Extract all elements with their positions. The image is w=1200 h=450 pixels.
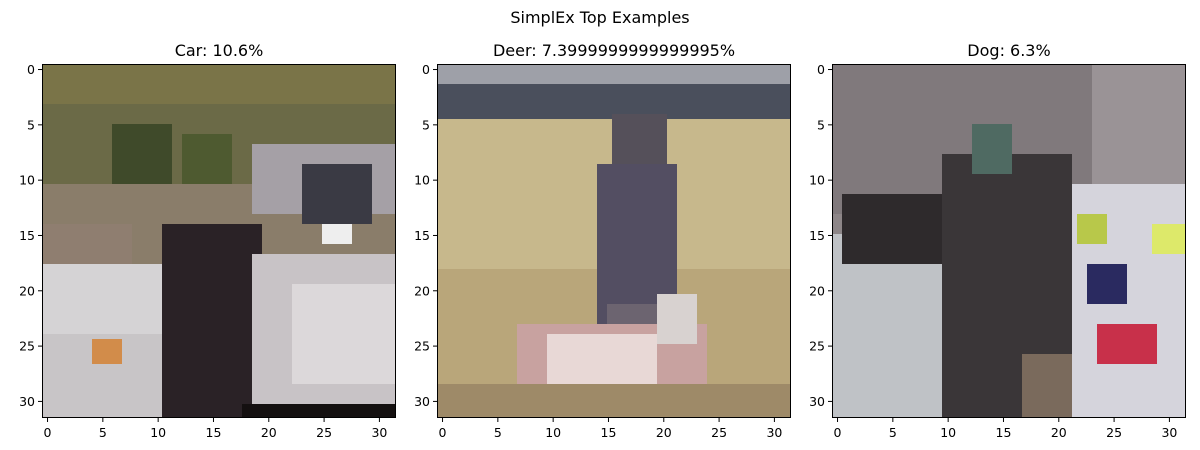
- x-tick-label-dog: 5: [889, 425, 897, 440]
- y-tick-label-deer: 25: [414, 339, 430, 354]
- figure-suptitle: SimplEx Top Examples: [510, 8, 689, 27]
- x-tick-label-deer: 10: [545, 425, 561, 440]
- x-tick-label-car: 25: [316, 425, 332, 440]
- y-tick-label-dog: 30: [809, 394, 825, 409]
- y-tick-label-deer: 20: [414, 283, 430, 298]
- x-tick-label-dog: 25: [1106, 425, 1122, 440]
- x-tick-label-dog: 0: [834, 425, 842, 440]
- y-tick-label-dog: 10: [809, 173, 825, 188]
- y-tick-label-dog: 0: [817, 62, 825, 77]
- axes-frame-deer: [437, 64, 791, 418]
- y-tick-label-deer: 5: [422, 117, 430, 132]
- image-panel-dog: Dog: 6.3% 0 5 10 15 20 25 30 0 5 10 15 20 25 30: [809, 41, 1186, 440]
- y-tick-label-car: 20: [19, 283, 35, 298]
- image-car: [42, 64, 396, 418]
- x-tick-label-deer: 0: [439, 425, 447, 440]
- x-tick-label-car: 5: [99, 425, 107, 440]
- y-tick-label-car: 0: [27, 62, 35, 77]
- x-tick-label-car: 15: [206, 425, 222, 440]
- axes-frame-dog: [832, 64, 1186, 418]
- x-tick-label-dog: 20: [1051, 425, 1067, 440]
- x-tick-label-car: 0: [44, 425, 52, 440]
- y-tick-label-car: 30: [19, 394, 35, 409]
- y-tick-label-car: 25: [19, 339, 35, 354]
- y-tick-label-dog: 25: [809, 339, 825, 354]
- x-tick-label-deer: 5: [494, 425, 502, 440]
- x-tick-label-dog: 10: [940, 425, 956, 440]
- x-tick-label-dog: 30: [1161, 425, 1177, 440]
- x-tick-label-deer: 15: [601, 425, 617, 440]
- axes-frame-car: [42, 64, 396, 418]
- y-tick-label-deer: 30: [414, 394, 430, 409]
- image-panel-car: Car: 10.6% 0 5 10 15 20 25 30 0 5 10 15 20 25 30: [19, 41, 396, 440]
- x-tick-label-deer: 20: [656, 425, 672, 440]
- image-deer: [437, 64, 791, 418]
- y-tick-label-deer: 0: [422, 62, 430, 77]
- x-tick-label-dog: 15: [996, 425, 1012, 440]
- y-tick-label-car: 15: [19, 228, 35, 243]
- image-dog: [832, 64, 1186, 418]
- y-tick-label-car: 5: [27, 117, 35, 132]
- x-tick-label-car: 20: [261, 425, 277, 440]
- panel-title-dog: Dog: 6.3%: [967, 41, 1050, 60]
- x-tick-label-deer: 30: [766, 425, 782, 440]
- x-tick-label-car: 30: [371, 425, 387, 440]
- panel-title-car: Car: 10.6%: [175, 41, 264, 60]
- x-tick-label-deer: 25: [711, 425, 727, 440]
- y-tick-label-deer: 10: [414, 173, 430, 188]
- y-tick-label-dog: 15: [809, 228, 825, 243]
- panel-title-deer: Deer: 7.3999999999999995%: [493, 41, 735, 60]
- y-tick-label-car: 10: [19, 173, 35, 188]
- y-tick-label-deer: 15: [414, 228, 430, 243]
- y-tick-label-dog: 5: [817, 117, 825, 132]
- y-tick-label-dog: 20: [809, 283, 825, 298]
- x-tick-label-car: 10: [150, 425, 166, 440]
- image-panel-deer: Deer: 7.3999999999999995% 0 5 10 15 20 25 30 0 5 1…: [414, 41, 791, 440]
